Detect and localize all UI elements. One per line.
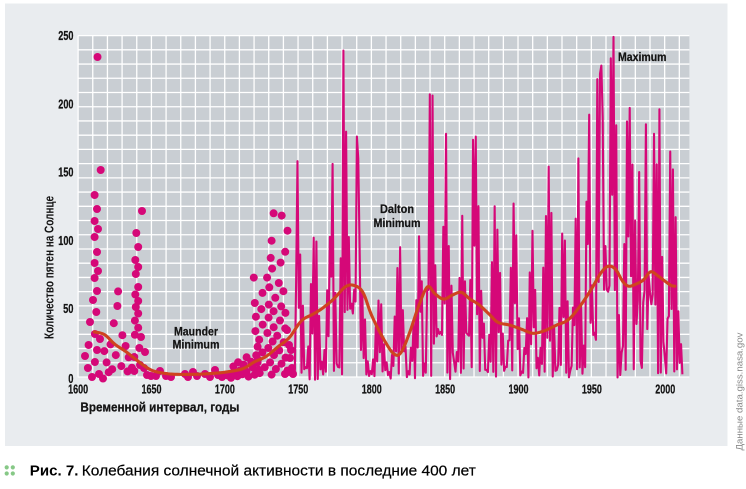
svg-text:Колебания солнечной активности: Колебания солнечной активности в последн…: [82, 463, 476, 480]
svg-text:Minimum: Minimum: [173, 340, 220, 352]
svg-text:1600: 1600: [68, 382, 88, 397]
svg-text:1700: 1700: [215, 382, 235, 397]
svg-text:2000: 2000: [655, 382, 675, 397]
svg-text:250: 250: [58, 28, 73, 43]
svg-text:1900: 1900: [509, 382, 529, 397]
svg-text:Maunder: Maunder: [174, 327, 218, 339]
svg-text:Рис. 7.: Рис. 7.: [30, 463, 79, 480]
svg-text:Dalton: Dalton: [380, 204, 414, 216]
svg-text:1650: 1650: [142, 382, 162, 397]
svg-text:Maximum: Maximum: [618, 52, 667, 64]
svg-text:0: 0: [68, 371, 73, 386]
svg-text:1750: 1750: [288, 382, 308, 397]
svg-text:Временной интервал, годы: Временной интервал, годы: [80, 401, 239, 415]
svg-text:200: 200: [58, 96, 73, 111]
svg-text:1800: 1800: [362, 382, 382, 397]
svg-text:Данные data.giss.nasa.gov: Данные data.giss.nasa.gov: [735, 332, 746, 450]
svg-text:1950: 1950: [582, 382, 602, 397]
svg-text:Minimum: Minimum: [374, 218, 421, 230]
svg-text:150: 150: [58, 165, 73, 180]
svg-text:100: 100: [58, 233, 73, 248]
svg-text:50: 50: [63, 301, 73, 316]
svg-text:Количество пятен на Солнце: Количество пятен на Солнце: [43, 196, 57, 339]
svg-text:1850: 1850: [435, 382, 455, 397]
